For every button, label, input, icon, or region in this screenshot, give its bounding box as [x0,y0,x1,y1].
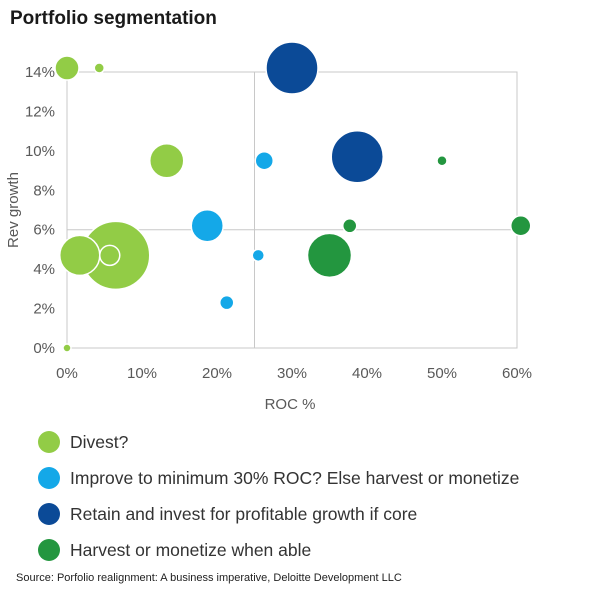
bubble-series-4 [436,154,448,167]
x-tick-label: 30% [277,365,307,382]
bubble-series-2 [190,209,224,243]
plot-frame [66,71,518,349]
x-tick-label: 0% [56,365,78,382]
y-tick-label: 10% [25,143,55,160]
legend-label: Improve to minimum 30% ROC? Else harvest… [70,467,520,488]
x-tick-label: 40% [352,365,382,382]
bubble-series-4 [306,232,353,279]
x-tick-label: 60% [502,365,532,382]
bubble-series-3 [265,41,319,95]
bubble-series-3 [330,130,384,184]
legend-label: Harvest or monetize when able [70,539,312,560]
bubble-series-1 [149,142,185,179]
bubble-series-4 [510,215,532,237]
y-tick-label: 0% [33,340,55,357]
bubble-series-1 [99,244,121,267]
y-tick-label: 2% [33,301,55,318]
legend-item: Retain and invest for profitable growth … [38,496,519,532]
legend: Divest? Improve to minimum 30% ROC? Else … [38,424,519,568]
legend-label: Retain and invest for profitable growth … [70,503,418,524]
x-tick-label: 20% [202,365,232,382]
bubble-series-1 [59,234,101,277]
legend-marker [38,467,60,489]
legend-item: Harvest or monetize when able [38,532,519,568]
y-tick-label: 8% [33,182,55,199]
legend-label: Divest? [70,431,129,452]
bubble-series-2 [251,248,265,263]
y-tick-label: 14% [25,64,55,81]
bubble-series-1 [54,55,80,81]
x-axis-label: ROC % [265,396,316,413]
source-note: Source: Porfolio realignment: A business… [16,572,402,584]
y-tick-label: 4% [33,261,55,278]
chart-title: Portfolio segmentation [10,8,217,29]
bubble-series-2 [254,150,274,171]
x-tick-label: 50% [427,365,457,382]
y-axis-label: Rev growth [5,172,22,248]
bubble-chart: 0% 2% 4% 6% 8% 10% 12% 14% 0% 10% 20% 30% 40% 50% 60% R… [5,41,532,413]
y-tick-label: 6% [33,222,55,239]
y-tick-label: 12% [25,103,55,120]
bubble-series-1 [93,62,105,74]
legend-marker [38,539,60,561]
legend-marker [38,431,60,453]
legend-marker [38,503,60,525]
bubble-series-4 [342,218,358,234]
x-tick-label: 10% [127,365,157,382]
legend-item: Improve to minimum 30% ROC? Else harvest… [38,460,519,496]
bubble-series-1 [62,343,72,353]
legend-item: Divest? [38,424,519,460]
bubble-series-2 [219,294,235,311]
